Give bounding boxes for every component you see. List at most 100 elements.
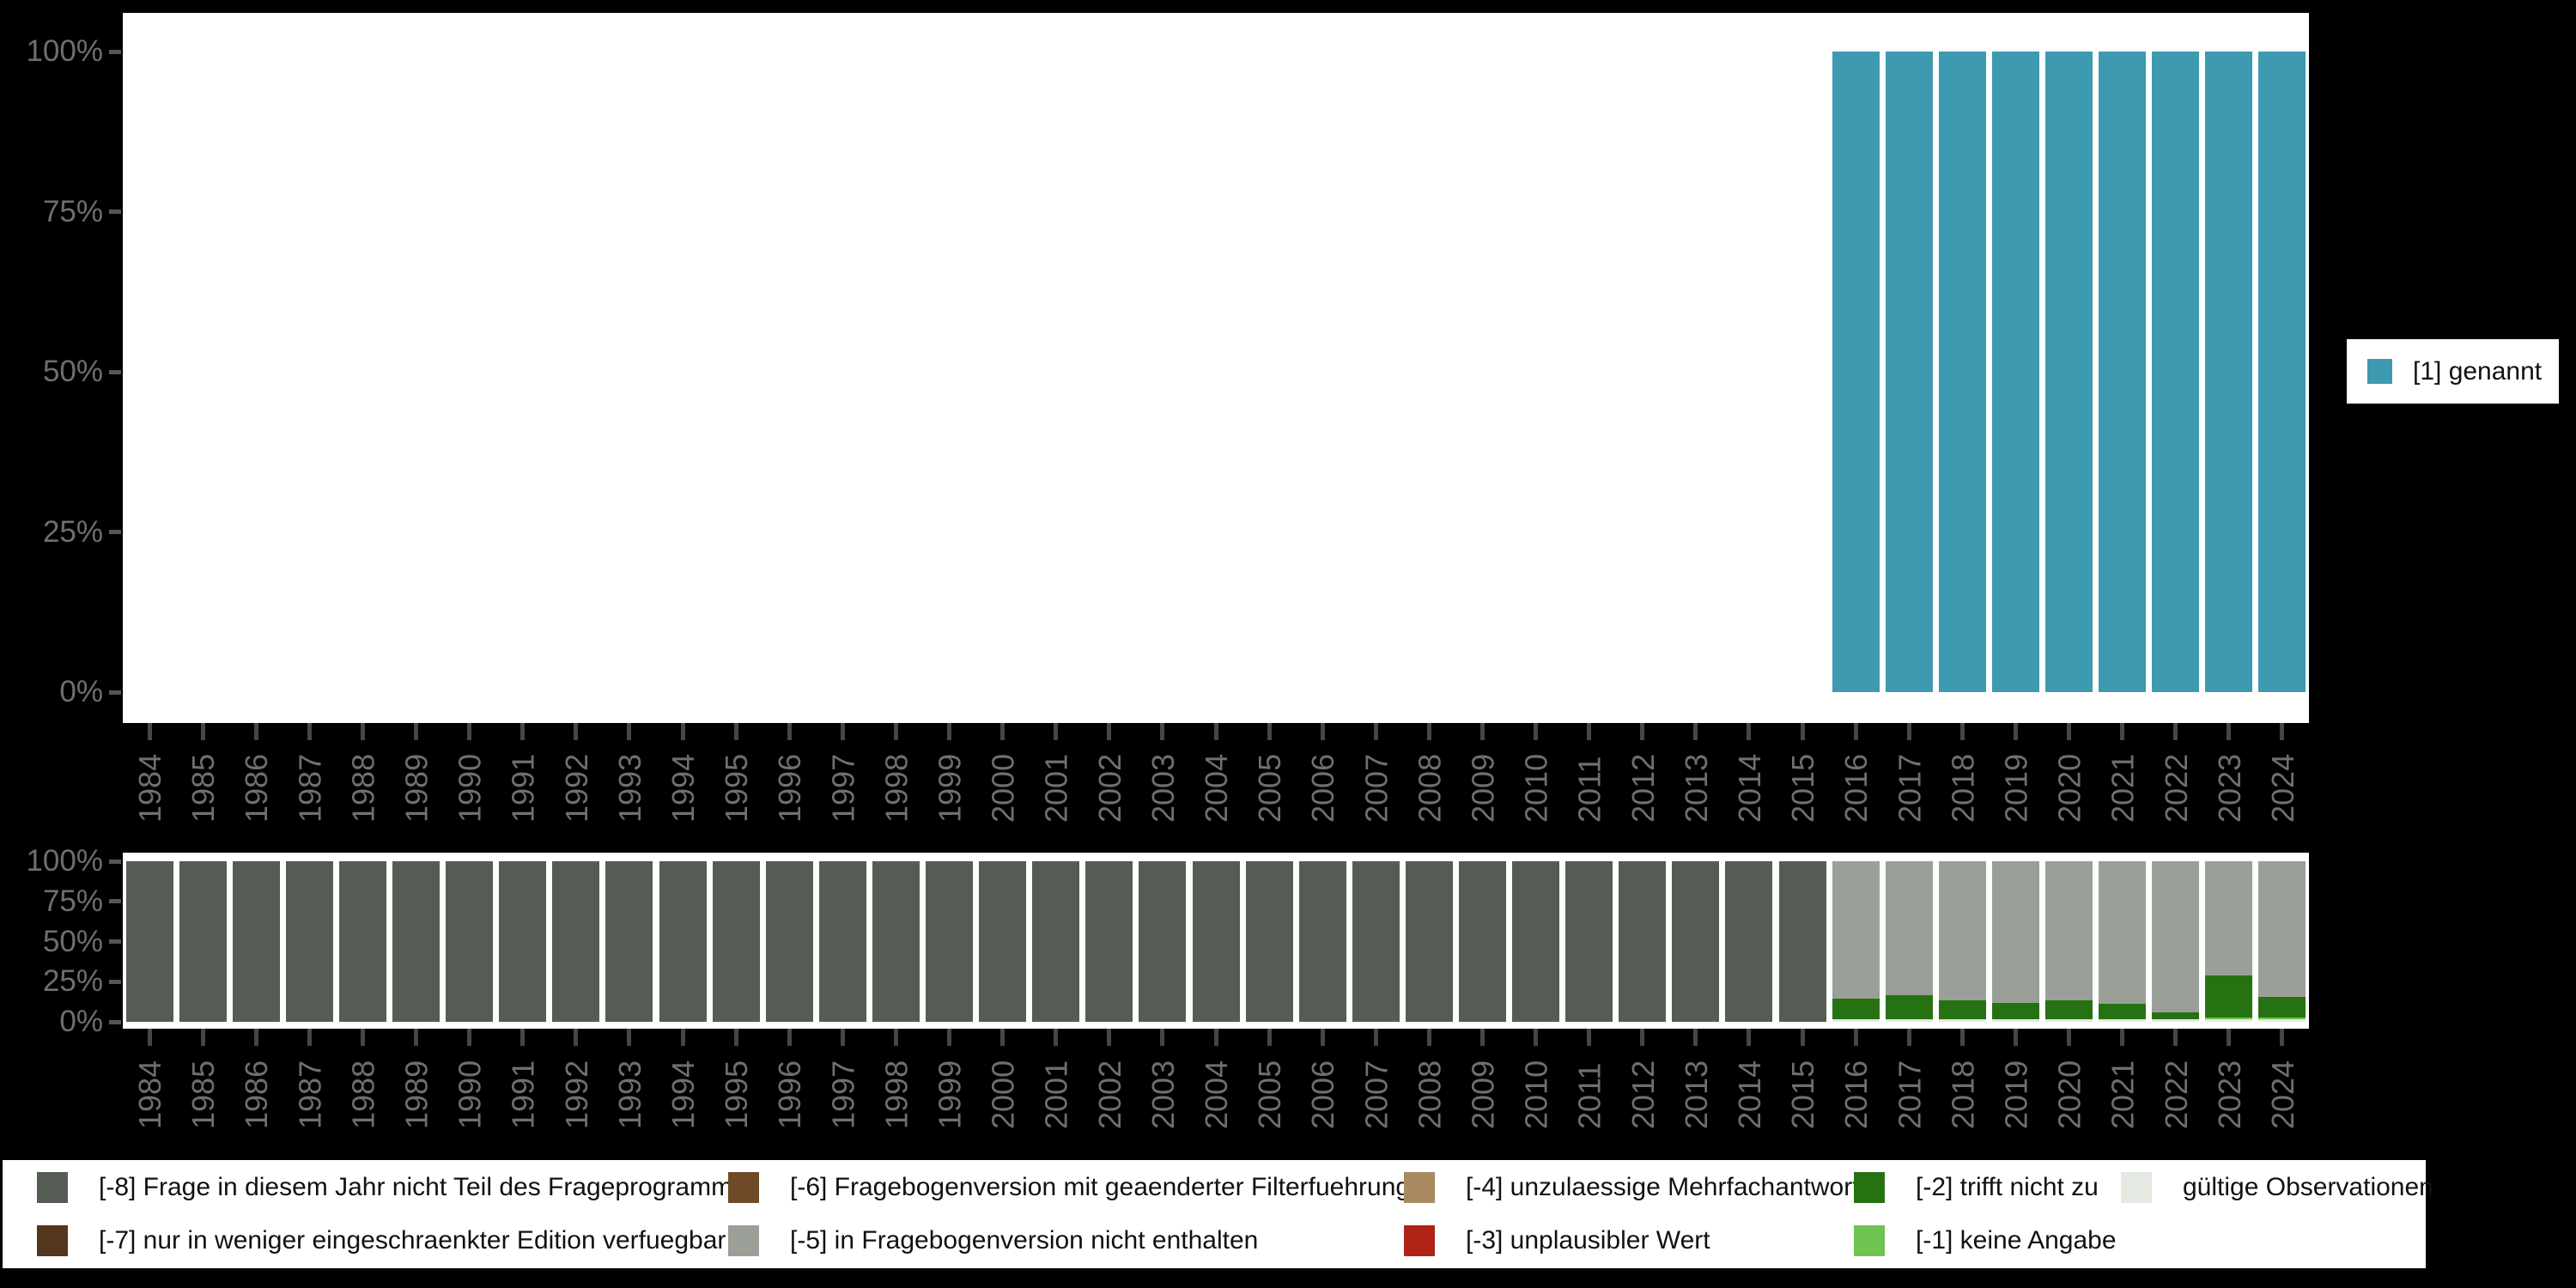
bar-segment <box>2152 861 2200 1012</box>
bar-segment <box>1991 1002 2039 1020</box>
bar-segment <box>1139 861 1187 1022</box>
top-y-tick-label: 25% <box>42 514 103 549</box>
bottom-x-tick-mark <box>574 1029 579 1046</box>
bottom-x-tick-label: 2014 <box>1731 1060 1767 1129</box>
top-y-tick-mark <box>109 369 121 374</box>
bottom-x-tick-label: 2000 <box>985 1060 1021 1129</box>
bar-segment <box>2045 1019 2093 1022</box>
bar-2002 <box>1085 52 1133 692</box>
top-x-tick-label: 2004 <box>1199 753 1234 823</box>
bar-2024 <box>2258 861 2306 1022</box>
bar-segment <box>1832 52 1880 692</box>
top-x-tick-label: 2006 <box>1305 753 1341 823</box>
top-x-tick-mark <box>253 723 258 740</box>
top-x-tick-label: 1986 <box>239 753 275 823</box>
bar-segment <box>1405 861 1453 1022</box>
bar-1998 <box>872 52 920 692</box>
bar-2022 <box>2152 861 2200 1022</box>
top-x-tick-mark <box>1160 723 1165 740</box>
top-x-tick-label: 1998 <box>878 753 914 823</box>
bar-segment <box>2045 861 2093 1000</box>
legend-item-label: [-4] unzulaessige Mehrfachantwort <box>1466 1173 1860 1201</box>
bar-2014 <box>1725 861 1773 1022</box>
bar-2021 <box>2099 861 2147 1022</box>
bottom-x-tick-mark <box>200 1029 205 1046</box>
top-x-tick-mark <box>1000 723 1005 740</box>
top-x-tick-mark <box>1373 723 1378 740</box>
top-x-tick-label: 2000 <box>985 753 1021 823</box>
bottom-x-tick-label: 2024 <box>2264 1060 2300 1129</box>
bar-segment <box>2258 1019 2306 1022</box>
bar-segment <box>2205 861 2253 975</box>
bottom-x-tick-mark <box>1906 1029 1911 1046</box>
bar-segment <box>232 861 280 1022</box>
top-x-tick-mark <box>520 723 526 740</box>
bar-2017 <box>1885 52 1933 692</box>
bar-1987 <box>286 52 333 692</box>
bar-1985 <box>179 52 227 692</box>
top-x-tick-label: 2020 <box>2051 753 2087 823</box>
legend-swatch-minus8 <box>37 1172 68 1203</box>
bar-segment <box>2258 52 2306 692</box>
legend-item: [-3] unplausibler Wert <box>1404 1225 1710 1256</box>
bottom-x-tick-mark <box>467 1029 472 1046</box>
legend-item-label: [-1] keine Angabe <box>1916 1226 2117 1255</box>
legend-swatch-minus7 <box>37 1225 68 1256</box>
bar-segment <box>1565 861 1613 1022</box>
bottom-x-tick-mark <box>147 1029 152 1046</box>
bottom-x-tick-label: 2011 <box>1571 1062 1607 1129</box>
bar-2005 <box>1245 861 1293 1022</box>
bottom-x-tick-label: 2020 <box>2051 1060 2087 1129</box>
bar-2020 <box>2045 52 2093 692</box>
bottom-x-tick-mark <box>1853 1029 1858 1046</box>
bar-2011 <box>1565 52 1613 692</box>
bar-segment <box>2099 861 2147 1004</box>
bottom-x-tick-mark <box>2013 1029 2018 1046</box>
legend-item: [-5] in Fragebogenversion nicht enthalte… <box>728 1225 1258 1256</box>
bar-segment <box>765 861 813 1022</box>
bottom-x-tick-label: 2008 <box>1412 1060 1448 1129</box>
top-x-tick-label: 2014 <box>1731 753 1767 823</box>
bar-segment <box>1619 861 1667 1022</box>
top-x-tick-mark <box>2227 723 2232 740</box>
bar-2012 <box>1619 52 1666 692</box>
bar-segment <box>125 861 173 1022</box>
bar-segment <box>2099 1019 2147 1022</box>
top-x-tick-mark <box>2280 723 2285 740</box>
top-x-tick-label: 2003 <box>1145 753 1181 823</box>
top-x-tick-mark <box>414 723 419 740</box>
bar-segment <box>1885 861 1933 996</box>
bar-2003 <box>1139 52 1186 692</box>
top-x-tick-mark <box>2120 723 2125 740</box>
bar-segment <box>659 861 707 1022</box>
bar-2023 <box>2205 52 2253 692</box>
bar-segment <box>1991 861 2039 1003</box>
top-x-tick-mark <box>1320 723 1325 740</box>
legend-item-label: [-2] trifft nicht zu <box>1916 1173 2099 1201</box>
top-x-tick-label: 2023 <box>2211 753 2247 823</box>
top-x-tick-label: 1995 <box>719 753 755 823</box>
legend-item-label: gültige Observationen <box>2183 1173 2433 1201</box>
bar-segment <box>392 861 440 1022</box>
bar-segment <box>2205 1019 2253 1022</box>
bar-2006 <box>1298 861 1346 1022</box>
bar-1998 <box>872 861 920 1022</box>
bottom-x-tick-label: 1996 <box>772 1060 808 1129</box>
top-x-tick-label: 1997 <box>825 753 861 823</box>
bottom-x-tick-mark <box>1320 1029 1325 1046</box>
bottom-x-tick-mark <box>627 1029 632 1046</box>
bottom-x-tick-mark <box>787 1029 792 1046</box>
bottom-x-tick-label: 1993 <box>611 1060 647 1129</box>
top-x-tick-mark <box>2173 723 2178 740</box>
top-y-tick-mark <box>109 210 121 214</box>
legend-item-label: [-3] unplausibler Wert <box>1466 1226 1710 1255</box>
bar-1996 <box>766 52 813 692</box>
bar-segment <box>1778 861 1826 1022</box>
bottom-x-tick-label: 2023 <box>2211 1060 2247 1129</box>
bottom-x-tick-label: 2010 <box>1518 1060 1554 1129</box>
bar-2021 <box>2099 52 2147 692</box>
bar-1990 <box>446 52 493 692</box>
bottom-x-tick-mark <box>1054 1029 1059 1046</box>
bar-1992 <box>552 861 600 1022</box>
bar-2008 <box>1406 52 1453 692</box>
